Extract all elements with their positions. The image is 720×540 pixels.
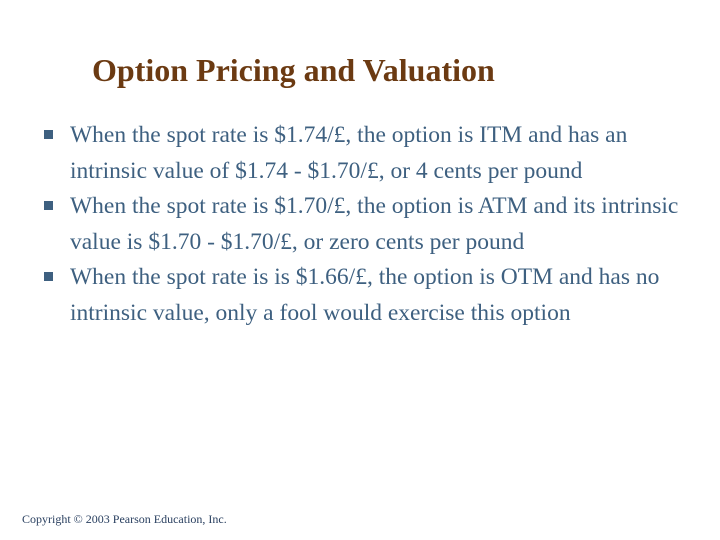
bullet-text: When the spot rate is is $1.66/£, the op… xyxy=(70,264,660,326)
slide-title: Option Pricing and Valuation xyxy=(92,52,495,88)
bullet-square-icon xyxy=(44,272,53,282)
bullet-item: When the spot rate is $1.70/£, the optio… xyxy=(44,189,684,260)
bullet-square-icon xyxy=(44,130,53,139)
bullet-list: When the spot rate is $1.74/£, the optio… xyxy=(44,118,684,332)
bullet-square-icon xyxy=(44,201,53,211)
copyright-footer: Copyright © 2003 Pearson Education, Inc. xyxy=(22,512,227,526)
bullet-text: When the spot rate is $1.74/£, the optio… xyxy=(70,122,628,184)
bullet-text: When the spot rate is $1.70/£, the optio… xyxy=(70,193,679,255)
bullet-item: When the spot rate is is $1.66/£, the op… xyxy=(44,260,684,331)
bullet-item: When the spot rate is $1.74/£, the optio… xyxy=(44,118,684,189)
